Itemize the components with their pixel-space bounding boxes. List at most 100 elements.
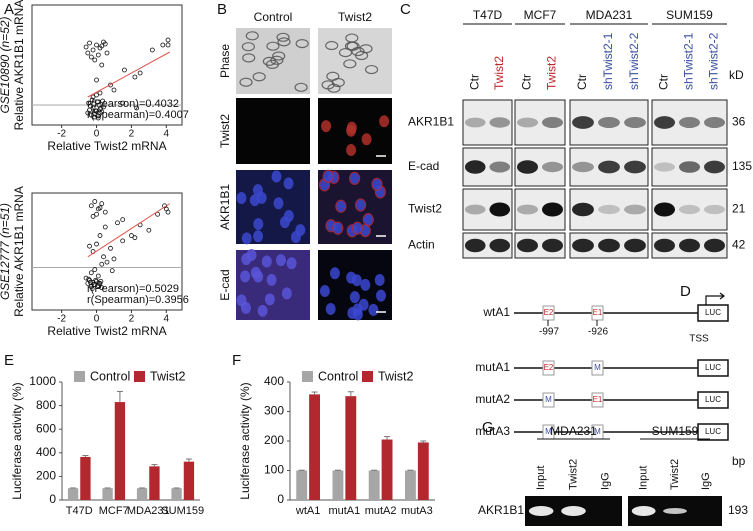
- scatter-point: [95, 115, 101, 121]
- size-label: 36: [732, 115, 746, 129]
- cell: [371, 177, 383, 191]
- band: [598, 238, 620, 253]
- scatter-point: [83, 275, 89, 281]
- scatter-point: [109, 268, 115, 274]
- band: [517, 238, 538, 253]
- cell: [354, 198, 367, 212]
- lane-label: Ctr: [467, 74, 481, 90]
- scatter-point: [90, 47, 96, 53]
- band: [489, 202, 511, 217]
- gel-band: [528, 506, 554, 516]
- cell: [319, 285, 330, 298]
- cell: [335, 199, 347, 213]
- x-tick-label: 4: [164, 129, 170, 140]
- y-tick-label: 400: [264, 374, 284, 388]
- annotation: r(Spearman)=0.4007: [87, 109, 189, 121]
- band: [679, 204, 700, 215]
- reporter-box: [697, 304, 729, 322]
- row-label: AKR1B1: [408, 115, 454, 129]
- cell: [346, 143, 357, 156]
- cell: [376, 289, 387, 302]
- x-tick-label: 0: [94, 129, 100, 140]
- site-label: M: [545, 427, 552, 436]
- row-label: E-cad: [408, 159, 439, 173]
- y-tick-label: 400: [36, 445, 56, 459]
- x-axis-label: Relative Twist2 mRNA: [47, 139, 166, 153]
- site-box: [591, 392, 604, 408]
- cell: [362, 213, 374, 227]
- scatter-point: [87, 243, 92, 249]
- site-label: E2: [544, 363, 554, 372]
- site-box: [542, 392, 555, 408]
- cell: [241, 42, 255, 52]
- cell: [351, 274, 362, 287]
- construct-label: mutA1: [475, 360, 510, 374]
- gel-band: [631, 506, 656, 516]
- cell: [241, 232, 252, 245]
- scatter-point: [92, 199, 98, 204]
- cell: [295, 224, 306, 237]
- error-bar: [311, 391, 318, 395]
- legend-label: Control: [318, 369, 358, 383]
- scatter-point: [160, 42, 166, 48]
- legend-label: Control: [90, 369, 130, 383]
- bar: [114, 402, 126, 500]
- cell: [349, 171, 361, 185]
- cell: [253, 218, 264, 231]
- group-label: SUM159: [652, 424, 699, 438]
- scatter-point: [111, 87, 117, 93]
- band: [654, 162, 675, 172]
- scatter-point: [120, 238, 126, 244]
- lane-label: IgG: [600, 472, 612, 490]
- x-tick-label: MCF7: [99, 505, 129, 517]
- cell: [279, 216, 290, 229]
- scatter-point: [146, 227, 152, 233]
- row-label: AKR1B1: [478, 503, 524, 517]
- scatter-point: [108, 245, 113, 251]
- scatter-point: [88, 112, 94, 118]
- band: [517, 204, 538, 215]
- plot-frame: [31, 192, 183, 311]
- scatter-point: [115, 220, 120, 226]
- band: [704, 204, 725, 215]
- construct-label: mutA2: [475, 392, 510, 406]
- cell: [266, 273, 277, 286]
- panel-label: D: [680, 283, 691, 300]
- y-tick-label: 300: [264, 404, 284, 418]
- x-tick-label: mutA2: [365, 505, 397, 517]
- reporter-label: LUC: [705, 308, 721, 317]
- annotation: r(Spearman)=0.3956: [87, 294, 189, 306]
- panel-label: F: [232, 352, 241, 369]
- band: [598, 160, 620, 174]
- y-axis-label: Luciferase activity (%): [10, 382, 24, 499]
- scatter-point: [87, 277, 92, 283]
- cell: [379, 115, 390, 128]
- lane-label: Twist2: [669, 459, 681, 490]
- bar: [332, 470, 344, 500]
- bar: [80, 456, 91, 500]
- cell: [329, 267, 340, 280]
- x-tick-label: 4: [164, 314, 170, 325]
- cell: [283, 177, 294, 190]
- bar: [102, 488, 113, 500]
- bar: [183, 461, 195, 500]
- band: [489, 238, 511, 253]
- cell: [354, 50, 369, 61]
- band: [464, 160, 486, 174]
- lane-label: Twist2: [492, 56, 506, 90]
- scatter-point: [102, 41, 108, 47]
- cell: [331, 77, 345, 88]
- size-label: 42: [732, 238, 746, 252]
- panel-label: E: [4, 352, 14, 369]
- cell: [242, 53, 256, 63]
- tss-arrow: [705, 292, 725, 305]
- x-tick-label: SUM159: [161, 505, 204, 517]
- scatter-point: [88, 103, 93, 109]
- band: [572, 202, 594, 217]
- scatter-point: [102, 224, 108, 230]
- scatter-point: [93, 277, 99, 283]
- scatter-point: [94, 211, 99, 217]
- dataset-label: GSE12777 (n=51): [0, 203, 12, 300]
- row-label: Twist2: [218, 114, 232, 148]
